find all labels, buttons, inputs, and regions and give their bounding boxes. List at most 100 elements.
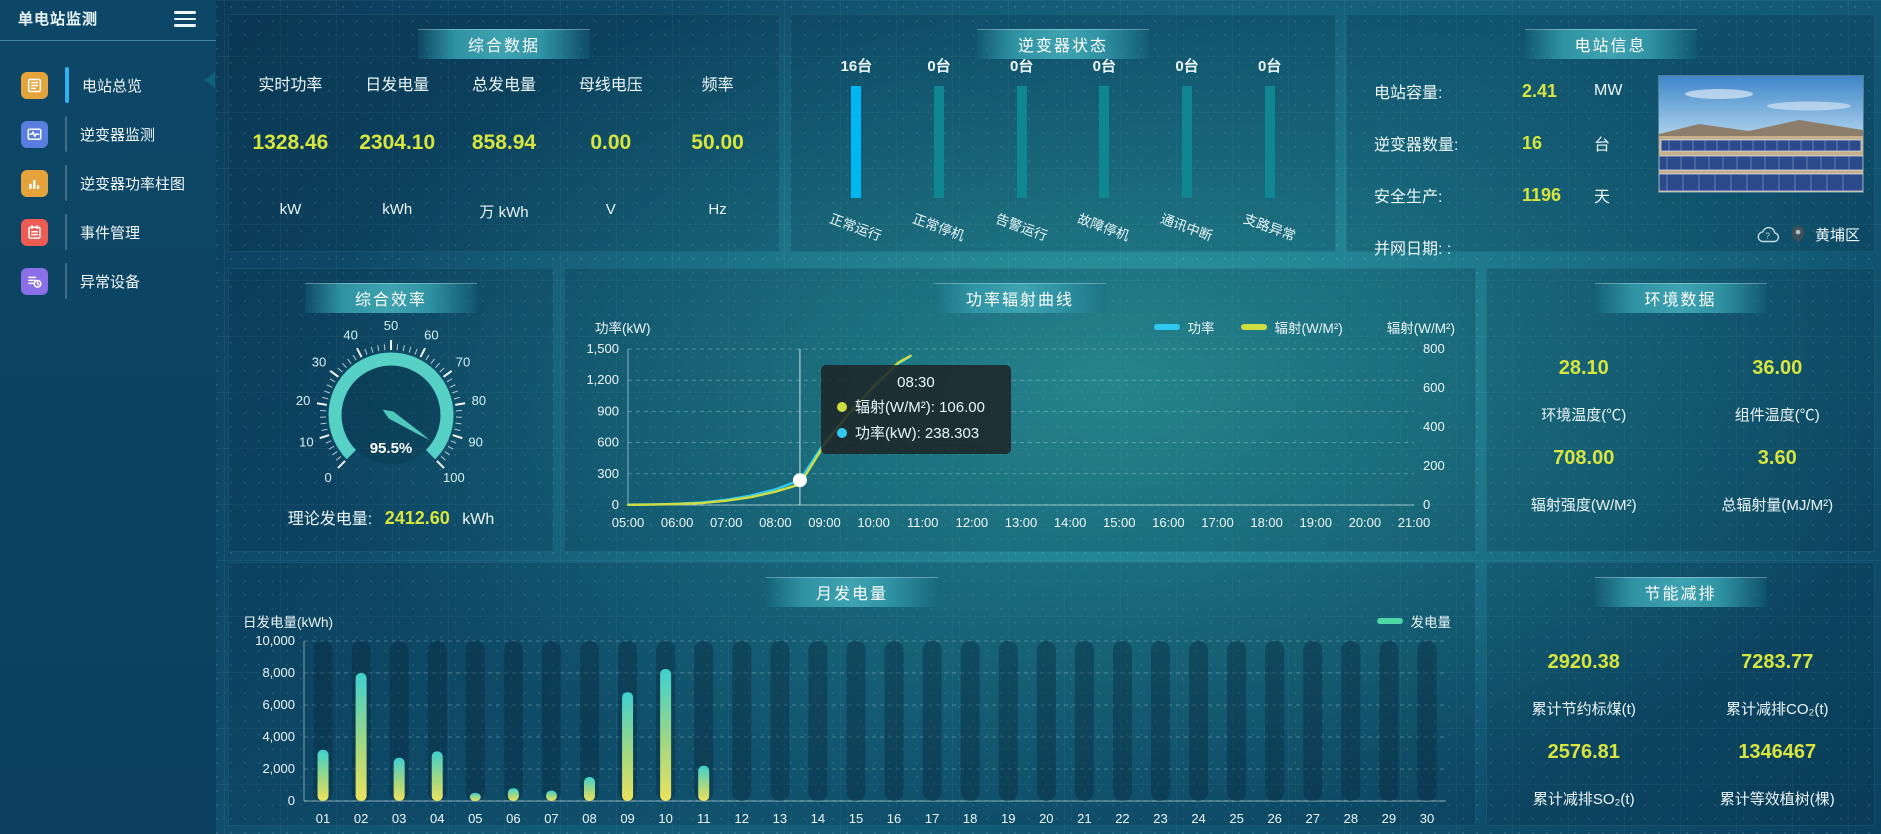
sidebar-item-4[interactable]: 事件管理 bbox=[0, 208, 216, 257]
inverter-status-bars: 16台 正常运行 0台 正常停机 0台 告警运行 0台 故障停机 0台 通讯中断 0台 支路异常 bbox=[791, 15, 1335, 244]
svg-text:28: 28 bbox=[1344, 811, 1358, 826]
svg-text:14:00: 14:00 bbox=[1054, 515, 1087, 530]
inverter-status-column: 0台 告警运行 bbox=[980, 55, 1063, 244]
efficiency-title-banner: 综合效率 bbox=[305, 283, 477, 313]
svg-text:10,000: 10,000 bbox=[255, 633, 295, 648]
svg-text:100: 100 bbox=[443, 470, 465, 485]
svg-text:17:00: 17:00 bbox=[1201, 515, 1234, 530]
right-axis-title: 辐射(W/M²) bbox=[1386, 321, 1455, 336]
svg-text:21:00: 21:00 bbox=[1398, 515, 1431, 530]
hamburger-menu-icon[interactable] bbox=[174, 8, 196, 30]
stat-coal-saved: 2920.38 累计节约标煤(t) bbox=[1487, 651, 1681, 719]
panel-station-info: 电站信息 电站容量: 2.41 MW 逆变器数量: 16 台 安全生产: 119… bbox=[1346, 14, 1875, 258]
sidebar-item-label: 逆变器监测 bbox=[80, 126, 156, 144]
inverter-status-bar bbox=[1182, 86, 1193, 198]
svg-text:07: 07 bbox=[544, 811, 558, 826]
inverter-count-row: 逆变器数量: 16 台 bbox=[1374, 117, 1674, 169]
event-management-icon bbox=[21, 218, 48, 246]
stat-trees-equivalent: 1346467 累计等效植树(棵) bbox=[1681, 741, 1875, 809]
sidebar-collapse-arrow[interactable] bbox=[204, 72, 215, 88]
stat-value: 28.10 bbox=[1558, 357, 1609, 379]
inverter-status-bar bbox=[934, 86, 944, 198]
svg-text:6,000: 6,000 bbox=[262, 697, 295, 712]
svg-text:19: 19 bbox=[1001, 811, 1015, 826]
svg-text:4,000: 4,000 bbox=[262, 729, 295, 744]
svg-text:15: 15 bbox=[849, 811, 863, 826]
bar-day-01 bbox=[317, 749, 329, 801]
legend-label: 辐射(W/M²) bbox=[1274, 321, 1343, 336]
metric-total-generation: 总发电量 858.94 万 kWh bbox=[451, 71, 558, 222]
stat-value: 7283.77 bbox=[1741, 651, 1814, 673]
svg-text:08:00: 08:00 bbox=[759, 515, 792, 530]
tooltip-power-row: 功率(kW): 238.303 bbox=[836, 422, 995, 443]
metric-value: 0.00 bbox=[590, 131, 632, 154]
row-label: 并网日期: : bbox=[1374, 241, 1452, 258]
panel-power-radiation-curve: 功率辐射曲线 功率(kW) 功率 辐射(W/M²) 辐射(W/M²) 0 300 60… bbox=[564, 268, 1476, 552]
inverter-status-column: 0台 故障停机 bbox=[1063, 55, 1146, 244]
power-radiation-chart: 0 300 600 900 1,200 1,500 0 200 400 600 800 05:00 06… bbox=[586, 341, 1445, 530]
metric-value: 858.94 bbox=[471, 131, 537, 154]
gauge-labels: 0 10 20 30 40 50 60 70 80 90 100 bbox=[296, 318, 486, 485]
legend-item-2[interactable]: 辐射(W/M²) bbox=[1240, 317, 1343, 337]
grid-lines bbox=[628, 348, 1414, 506]
panel-title: 节能减排 bbox=[1644, 586, 1717, 603]
sidebar-item-3[interactable]: 逆变器功率柱图 bbox=[0, 159, 216, 208]
metric-unit: 万 kWh bbox=[479, 204, 529, 221]
row-label: 安全生产: bbox=[1374, 189, 1443, 206]
row-unit: 台 bbox=[1594, 137, 1611, 154]
station-title-banner: 电站信息 bbox=[1524, 29, 1697, 59]
svg-text:14: 14 bbox=[811, 811, 825, 826]
legend-item-1[interactable]: 功率 bbox=[1153, 317, 1215, 337]
bar-day-03 bbox=[393, 757, 405, 801]
stat-total-radiation: 3.60 总辐射量(MJ/M²) bbox=[1681, 447, 1875, 515]
svg-text:05:00: 05:00 bbox=[612, 515, 645, 530]
plant-overview-icon bbox=[21, 71, 48, 99]
svg-text:01: 01 bbox=[316, 811, 330, 826]
svg-text:50: 50 bbox=[384, 318, 398, 333]
y-axis-ticks: 0 2,000 4,000 6,000 8,000 10,000 bbox=[255, 633, 295, 808]
item-rail bbox=[65, 263, 67, 299]
stat-label: 累计减排CO₂(t) bbox=[1726, 701, 1829, 718]
metric-label: 母线电压 bbox=[578, 77, 643, 94]
station-footer: ? 黄埔区 bbox=[1755, 224, 1860, 245]
sidebar-item-1[interactable]: 电站总览 bbox=[0, 61, 216, 110]
svg-text:0: 0 bbox=[1423, 497, 1430, 512]
svg-text:13: 13 bbox=[773, 811, 787, 826]
inverter-status-column: 16台 正常运行 bbox=[815, 55, 898, 244]
saving-title-banner: 节能减排 bbox=[1594, 577, 1767, 607]
legend-item-generation[interactable]: 发电量 bbox=[1376, 611, 1451, 631]
sidebar: 单电站监测 电站总览逆变器监测逆变器功率柱图 事件管理 异常设备 bbox=[0, 0, 216, 834]
station-info-rows: 电站容量: 2.41 MW 逆变器数量: 16 台 安全生产: 1196 天 并… bbox=[1374, 65, 1674, 273]
sidebar-divider bbox=[0, 39, 216, 41]
svg-text:04: 04 bbox=[430, 811, 444, 826]
inverter-status-label: 正常停机 bbox=[910, 211, 967, 244]
svg-text:07:00: 07:00 bbox=[710, 515, 743, 530]
metric-frequency: 频率 50.00 Hz bbox=[664, 71, 771, 222]
svg-text:08: 08 bbox=[582, 811, 596, 826]
svg-text:70: 70 bbox=[456, 355, 470, 370]
gauge-needle bbox=[382, 409, 430, 440]
stat-so2-reduced: 2576.81 累计减排SO₂(t) bbox=[1487, 741, 1681, 809]
svg-text:20: 20 bbox=[1039, 811, 1053, 826]
sidebar-item-5[interactable]: 异常设备 bbox=[0, 257, 216, 306]
bar-day-04 bbox=[431, 751, 443, 801]
inverter-status-label: 支路异常 bbox=[1241, 211, 1298, 244]
monthly-legend: 发电量 bbox=[1351, 611, 1451, 631]
inverter-status-column: 0台 正常停机 bbox=[898, 55, 981, 244]
svg-text:80: 80 bbox=[472, 393, 486, 408]
inverter-status-label: 通讯中断 bbox=[1158, 211, 1215, 244]
svg-text:40: 40 bbox=[343, 328, 357, 343]
solar-farm-photo bbox=[1659, 76, 1863, 192]
bars bbox=[317, 669, 710, 801]
metric-daily-generation: 日发电量 2304.10 kWh bbox=[344, 71, 451, 222]
theory-label: 理论发电量: bbox=[287, 511, 373, 528]
svg-text:800: 800 bbox=[1423, 341, 1445, 356]
stat-label: 累计节约标煤(t) bbox=[1531, 701, 1636, 718]
monthly-y-axis-title: 日发电量(kWh) bbox=[243, 615, 333, 630]
monthly-chart-header: 日发电量(kWh) 发电量 bbox=[243, 611, 1451, 631]
left-axis-ticks: 0 300 600 900 1,200 1,500 bbox=[586, 341, 619, 512]
app-title: 单电站监测 bbox=[18, 11, 99, 29]
svg-text:12:00: 12:00 bbox=[956, 515, 989, 530]
sidebar-item-2[interactable]: 逆变器监测 bbox=[0, 110, 216, 159]
